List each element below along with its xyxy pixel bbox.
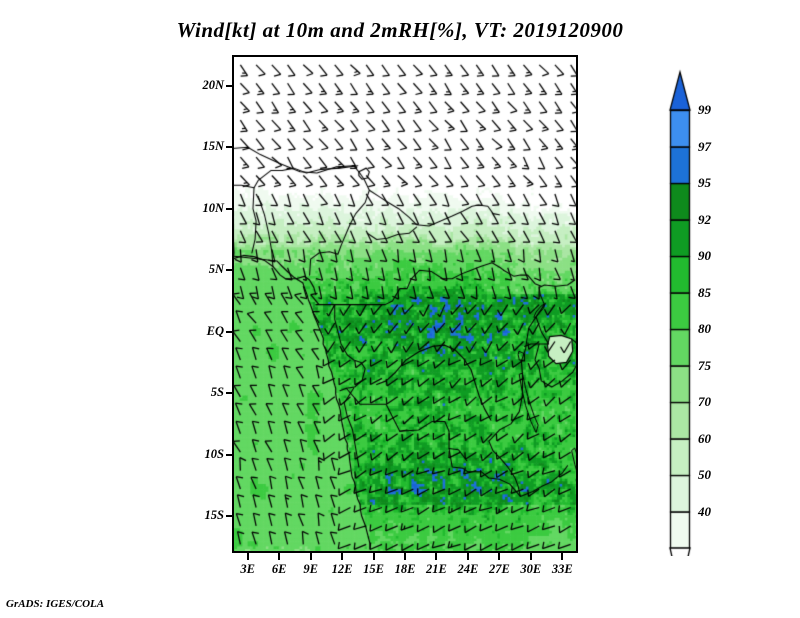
y-axis-tick xyxy=(226,146,233,149)
y-axis-label-10S: 10S xyxy=(204,446,224,461)
colorbar-label-60: 60 xyxy=(698,430,711,446)
y-axis-label-10N: 10N xyxy=(202,200,224,215)
x-axis-tick xyxy=(309,553,312,560)
x-axis-tick xyxy=(498,553,501,560)
x-axis-tick xyxy=(529,553,532,560)
colorbar-label-75: 75 xyxy=(698,357,711,373)
colorbar-label-90: 90 xyxy=(698,248,711,263)
colorbar: 40 50 60 70 75 80 85 90 92 95 97 99 xyxy=(660,66,750,556)
x-axis-label-27E: 27E xyxy=(488,562,510,576)
y-axis-tick xyxy=(226,453,233,456)
x-axis-label-9E: 9E xyxy=(303,562,318,576)
x-axis-label-33E: 33E xyxy=(551,562,573,576)
x-axis-label-21E: 21E xyxy=(426,562,447,576)
x-axis-label-30E: 30E xyxy=(520,562,542,576)
x-axis-tick xyxy=(341,553,344,560)
x-axis-label-3E: 3E xyxy=(240,562,256,576)
y-axis-label-5S: 5S xyxy=(210,385,224,400)
y-axis-label-EQ: EQ xyxy=(206,323,224,338)
colorbar-label-40: 40 xyxy=(698,503,711,519)
y-axis-label-5N: 5N xyxy=(208,262,224,277)
x-axis-tick xyxy=(466,553,469,560)
rh-wind-map-canvas xyxy=(232,55,578,553)
y-axis-tick xyxy=(226,330,233,333)
y-axis-tick xyxy=(226,84,233,87)
y-axis-label-15N: 15N xyxy=(202,139,224,154)
x-axis-label-6E: 6E xyxy=(271,562,287,576)
x-axis-label-24E: 24E xyxy=(457,562,479,576)
y-axis-label-15S: 15S xyxy=(204,508,224,523)
grads-credit: GrADS: IGES/COLA xyxy=(6,598,105,610)
y-axis-tick xyxy=(226,515,233,518)
colorbar-label-95: 95 xyxy=(698,175,711,190)
y-axis-tick xyxy=(226,392,233,395)
y-axis-tick xyxy=(226,269,233,272)
x-axis-tick xyxy=(404,553,406,560)
colorbar-label-80: 80 xyxy=(698,321,711,336)
x-axis-label-18E: 18E xyxy=(394,562,416,576)
y-axis-tick xyxy=(226,207,233,210)
colorbar-label-85: 85 xyxy=(698,284,711,300)
colorbar-label-50: 50 xyxy=(698,467,711,482)
x-axis-tick xyxy=(372,553,375,560)
colorbar-label-97: 97 xyxy=(698,138,711,154)
x-axis-tick xyxy=(561,553,564,560)
colorbar-label-92: 92 xyxy=(698,211,711,227)
x-axis-label-15E: 15E xyxy=(363,562,384,576)
colorbar-label-70: 70 xyxy=(698,394,711,409)
x-axis-tick xyxy=(435,553,438,560)
page-title: Wind[kt] at 10m and 2mRH[%], VT: 2019120… xyxy=(176,18,624,42)
colorbar-canvas xyxy=(660,66,750,556)
map-plot-area xyxy=(232,55,578,553)
x-axis-tick xyxy=(278,553,281,560)
x-axis-label-12E: 12E xyxy=(331,562,353,576)
y-axis-label-20N: 20N xyxy=(202,77,224,92)
x-axis-tick xyxy=(246,553,249,560)
colorbar-label-99: 99 xyxy=(698,102,711,117)
